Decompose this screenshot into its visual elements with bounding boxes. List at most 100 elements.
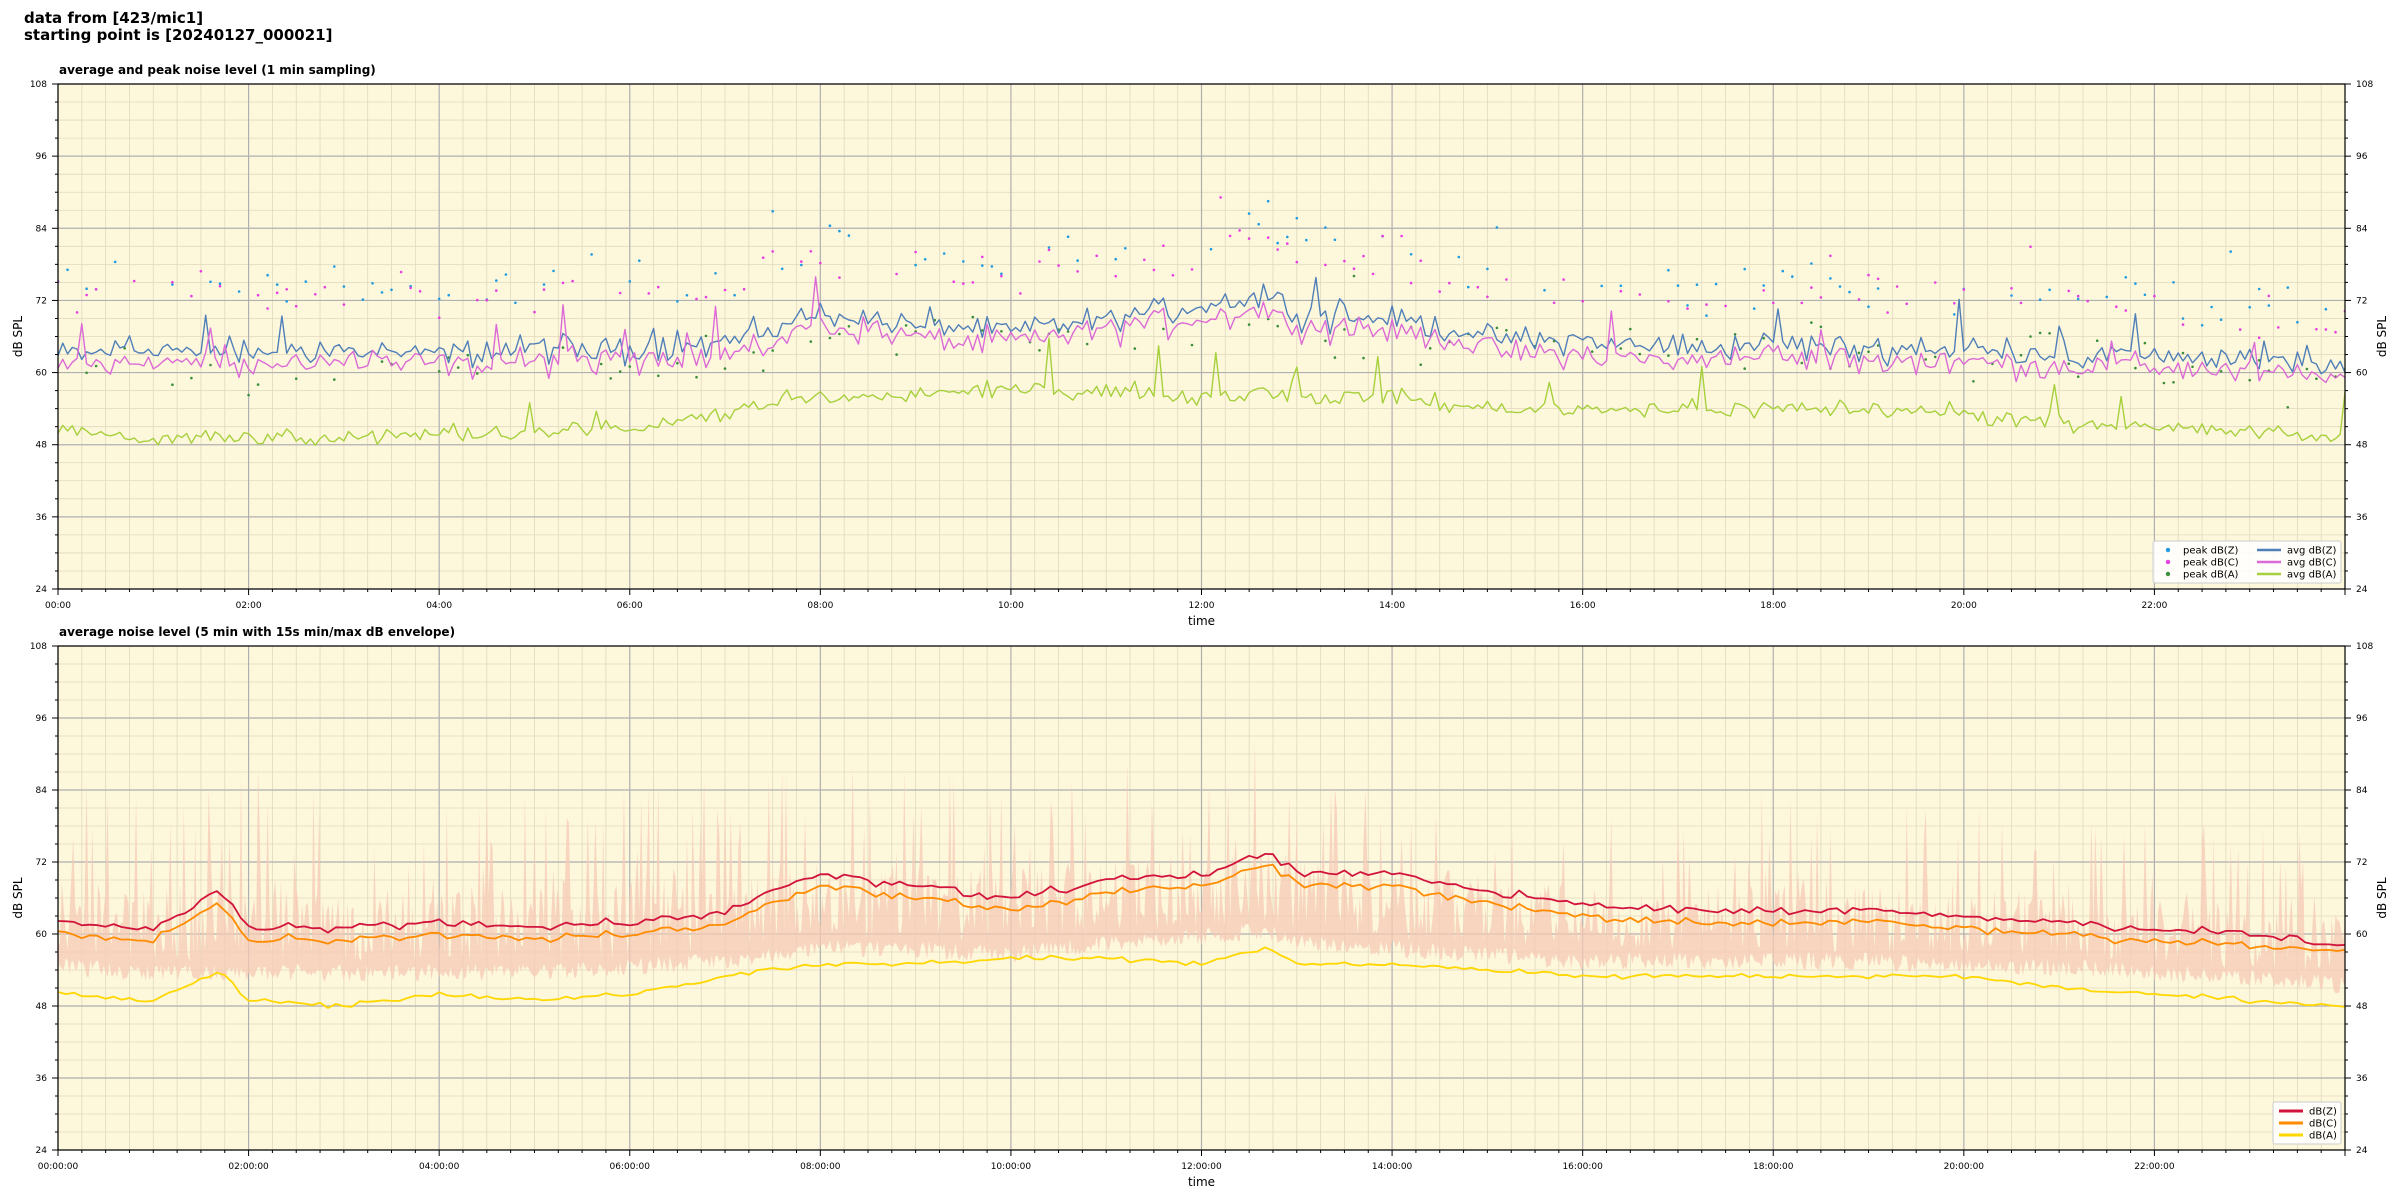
scatter-point [1333,356,1337,359]
header-start: starting point is [20240127_000021] [24,26,333,44]
scatter-point [838,332,841,336]
legend: peak dB(Z) avg dB(Z) peak dB(C) avg dB(C) pe… [2152,540,2342,584]
y-tick-label-left: 24 [36,1146,48,1156]
scatter-point [1857,298,1861,301]
y-tick-label-right: 36 [2356,1074,2368,1084]
scatter-point [361,298,365,301]
scatter-point [1324,263,1327,267]
scatter-point [1276,324,1279,328]
y-tick-label-left: 72 [36,858,47,868]
x-tick-label: 22:00:00 [2134,1162,2175,1172]
scatter-point [981,329,984,332]
scatter-point [2181,351,2185,355]
scatter-point [1495,226,1499,229]
scatter-point [809,340,813,343]
scatter-point [1619,289,1623,293]
scatter-point [714,272,717,275]
y-tick-label-right: 108 [2356,80,2373,90]
y-tick-label-right: 72 [2356,858,2367,868]
x-tick-label: 00:00:00 [38,1162,79,1172]
scatter-point [1000,272,1003,276]
scatter-point [2143,341,2147,345]
y-tick-label-right: 96 [2356,714,2368,724]
scatter-point [1381,234,1384,238]
scatter-point [437,297,441,301]
scatter-point [2076,375,2080,379]
scatter-point [1733,333,1737,336]
y-tick-label-left: 48 [36,1002,48,1012]
x-tick-label: 04:00:00 [419,1162,460,1172]
scatter-point [1819,296,1823,299]
scatter-point [1476,285,1480,289]
scatter-point [628,280,632,283]
scatter-point [761,256,765,260]
x-tick-label: 12:00:00 [1181,1162,1222,1172]
x-tick-label: 08:00:00 [800,1162,841,1172]
scatter-point [1219,196,1222,199]
scatter-point [800,263,803,267]
scatter-point [1619,284,1623,288]
scatter-point [199,269,203,273]
scatter-point [2267,294,2271,298]
scatter-point [2315,327,2318,331]
scatter-point [2019,301,2023,305]
scatter-point [2134,366,2137,370]
y-tick-label-left: 108 [30,642,47,652]
scatter-point [371,282,374,285]
scatter-point [800,260,803,263]
scatter-point [1562,278,1565,281]
y-axis-label-left: dB SPL [11,316,25,358]
scatter-point [94,364,98,368]
x-tick-label: 02:00 [236,601,262,611]
scatter-point [1886,311,1889,314]
y-tick-label-right: 60 [2356,369,2368,379]
scatter-point [942,252,946,255]
scatter-point [285,300,289,303]
scatter-point [733,293,736,297]
scatter-point [342,285,346,288]
scatter-point [1676,284,1680,287]
scatter-point [1209,247,1213,251]
scatter-point [2172,281,2175,284]
legend-box [2152,540,2342,584]
scatter-point [1162,327,1165,331]
panel-title: average and peak noise level (1 min samp… [59,63,376,77]
scatter-point [1895,285,1899,288]
scatter-point [1962,288,1966,291]
scatter-point [409,286,412,290]
scatter-point [1953,302,1956,305]
scatter-point [209,363,212,367]
scatter-point [2067,362,2070,366]
scatter-point [923,258,927,261]
scatter-point [1295,260,1299,264]
scatter-point [1190,343,1194,347]
scatter-point [266,307,269,310]
scatter-point [342,303,346,306]
scatter-point [1000,274,1003,278]
scatter-point [1876,344,1880,347]
scatter-point [2162,381,2166,385]
scatter-point [171,283,174,286]
scatter-point [1838,285,1842,288]
scatter-point [914,250,917,254]
scatter-point [2248,305,2251,309]
scatter-point [1362,356,1365,360]
scatter-point [952,280,955,284]
scatter-point [1333,238,1337,242]
scatter-point [895,353,898,356]
scatter-point [2267,304,2271,307]
scatter-point [723,288,727,292]
scatter-point [1371,272,1375,276]
scatter-point [171,280,174,284]
y-tick-label-right: 84 [2356,786,2368,796]
y-tick-label-left: 60 [36,369,48,379]
y-tick-label-left: 36 [36,513,48,523]
scatter-point [294,377,298,381]
legend-marker [2165,559,2171,565]
scatter-point [2238,328,2242,331]
scatter-point [647,292,651,295]
scatter-point [85,293,88,297]
scatter-point [304,280,308,283]
scatter-point [914,263,917,267]
scatter-point [456,366,460,369]
